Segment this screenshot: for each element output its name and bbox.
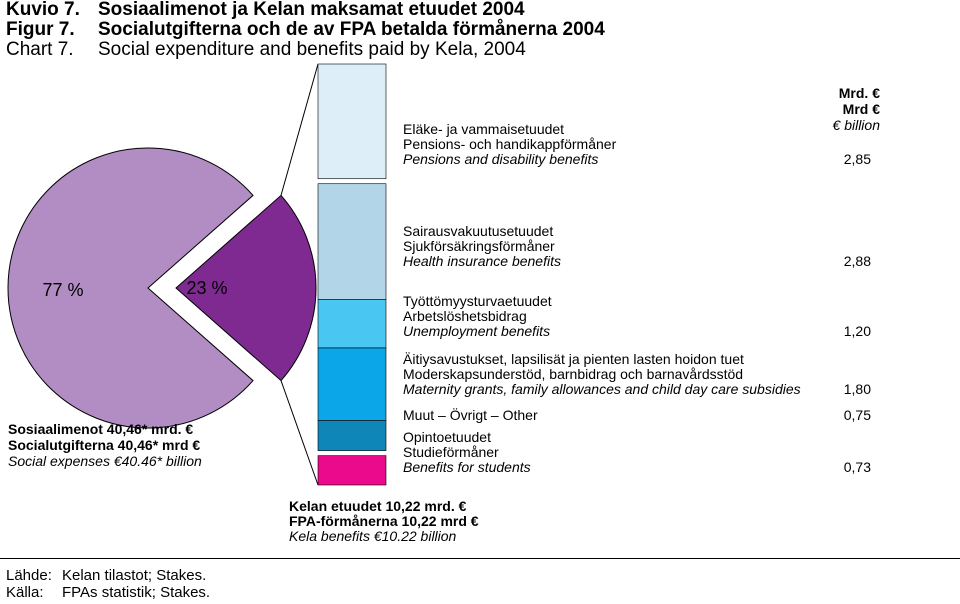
pie-label-small: 23 % xyxy=(186,278,227,298)
segment-label-line: Maternity grants, family allowances and … xyxy=(403,381,801,397)
segment-label-line: Äitiysavustukset, lapsilisät ja pienten … xyxy=(403,351,744,367)
segment-label-line: Benefits for students xyxy=(403,459,531,475)
source-line-fi: Lähde: Kelan tilastot; Stakes. xyxy=(6,568,206,584)
unit-header-line: Mrd. € xyxy=(839,85,880,101)
segment-label-line: Eläke- ja vammaisetuudet xyxy=(403,121,564,137)
connector-bottom xyxy=(280,380,319,486)
segment-value: 1,80 xyxy=(844,381,871,397)
pie-caption-line: Social expenses €40.46* billion xyxy=(8,453,202,469)
source-text-fi: Kelan tilastot; Stakes. xyxy=(62,567,207,584)
segment-label-line: Työttömyysturvaetuudet xyxy=(403,293,552,309)
segment-label-line: Pensions and disability benefits xyxy=(403,151,598,167)
title-fi-text: Sosiaalimenot ja Kelan maksamat etuudet … xyxy=(98,0,525,20)
pie-slice-small xyxy=(175,194,317,382)
bar-segment xyxy=(317,347,387,421)
segment-label-line: Pensions- och handikappförmåner xyxy=(403,136,617,152)
segment-label-line: Unemployment benefits xyxy=(403,323,550,339)
segment-label-line: Studieförmåner xyxy=(403,444,499,460)
bar-segment xyxy=(317,183,387,300)
segment-label-line: Muut – Övrigt – Other xyxy=(403,406,538,423)
bar-caption-line: FPA-förmånerna 10,22 mrd € xyxy=(289,513,479,529)
bar-segment xyxy=(317,455,387,486)
bar-caption-line: Kelan etuudet 10,22 mrd. € xyxy=(289,498,467,514)
bar-segment xyxy=(317,299,387,349)
title-fi-number: Kuvio 7. xyxy=(6,0,80,20)
source-divider xyxy=(0,558,960,559)
connector-top xyxy=(280,63,319,196)
segment-value: 0,75 xyxy=(844,407,871,423)
source-line-sv: Källa: FPAs statistik; Stakes. xyxy=(6,585,210,601)
segment-label-line: Sjukförsäkringsförmåner xyxy=(403,238,555,254)
pie-label-large: 77 % xyxy=(42,280,83,300)
segment-value: 2,88 xyxy=(844,253,871,269)
bar-caption-line: Kela benefits €10.22 billion xyxy=(289,528,457,544)
segment-value: 2,85 xyxy=(844,151,871,167)
source-label-fi: Lähde: xyxy=(6,567,52,584)
bar-segment xyxy=(317,420,387,451)
title-sv-number: Figur 7. xyxy=(6,19,75,40)
segment-label-line: Sairausvakuutusetuudet xyxy=(403,223,553,239)
pie-slice-large xyxy=(7,147,254,429)
segment-value: 0,73 xyxy=(844,459,871,475)
bar-segment xyxy=(317,63,387,180)
title-sv-text: Socialutgifterna och de av FPA betalda f… xyxy=(98,19,605,40)
pie-caption-line: Sosiaalimenot 40,46* mrd. € xyxy=(8,421,193,437)
segment-label-line: Health insurance benefits xyxy=(403,253,561,269)
title-fi: Kuvio 7. Sosiaalimenot ja Kelan maksamat … xyxy=(6,0,525,20)
title-en-number: Chart 7. xyxy=(6,39,74,60)
unit-header-line: € billion xyxy=(833,117,881,133)
title-en: Chart 7. Social expenditure and benefits … xyxy=(6,40,526,60)
title-en-text: Social expenditure and benefits paid by … xyxy=(98,39,526,60)
segment-label-line: Arbetslöshetsbidrag xyxy=(403,308,527,324)
unit-header-line: Mrd € xyxy=(843,101,881,117)
segment-label-line: Moderskapsunderstöd, barnbidrag och barn… xyxy=(403,366,743,382)
source-text-sv: FPAs statistik; Stakes. xyxy=(62,584,211,601)
title-sv: Figur 7. Socialutgifterna och de av FPA b… xyxy=(6,20,605,40)
segment-label-line: Opintoetuudet xyxy=(403,429,491,445)
pie-caption-line: Socialutgifterna 40,46* mrd € xyxy=(8,437,200,453)
segment-value: 1,20 xyxy=(844,323,871,339)
source-label-sv: Källa: xyxy=(6,584,44,601)
